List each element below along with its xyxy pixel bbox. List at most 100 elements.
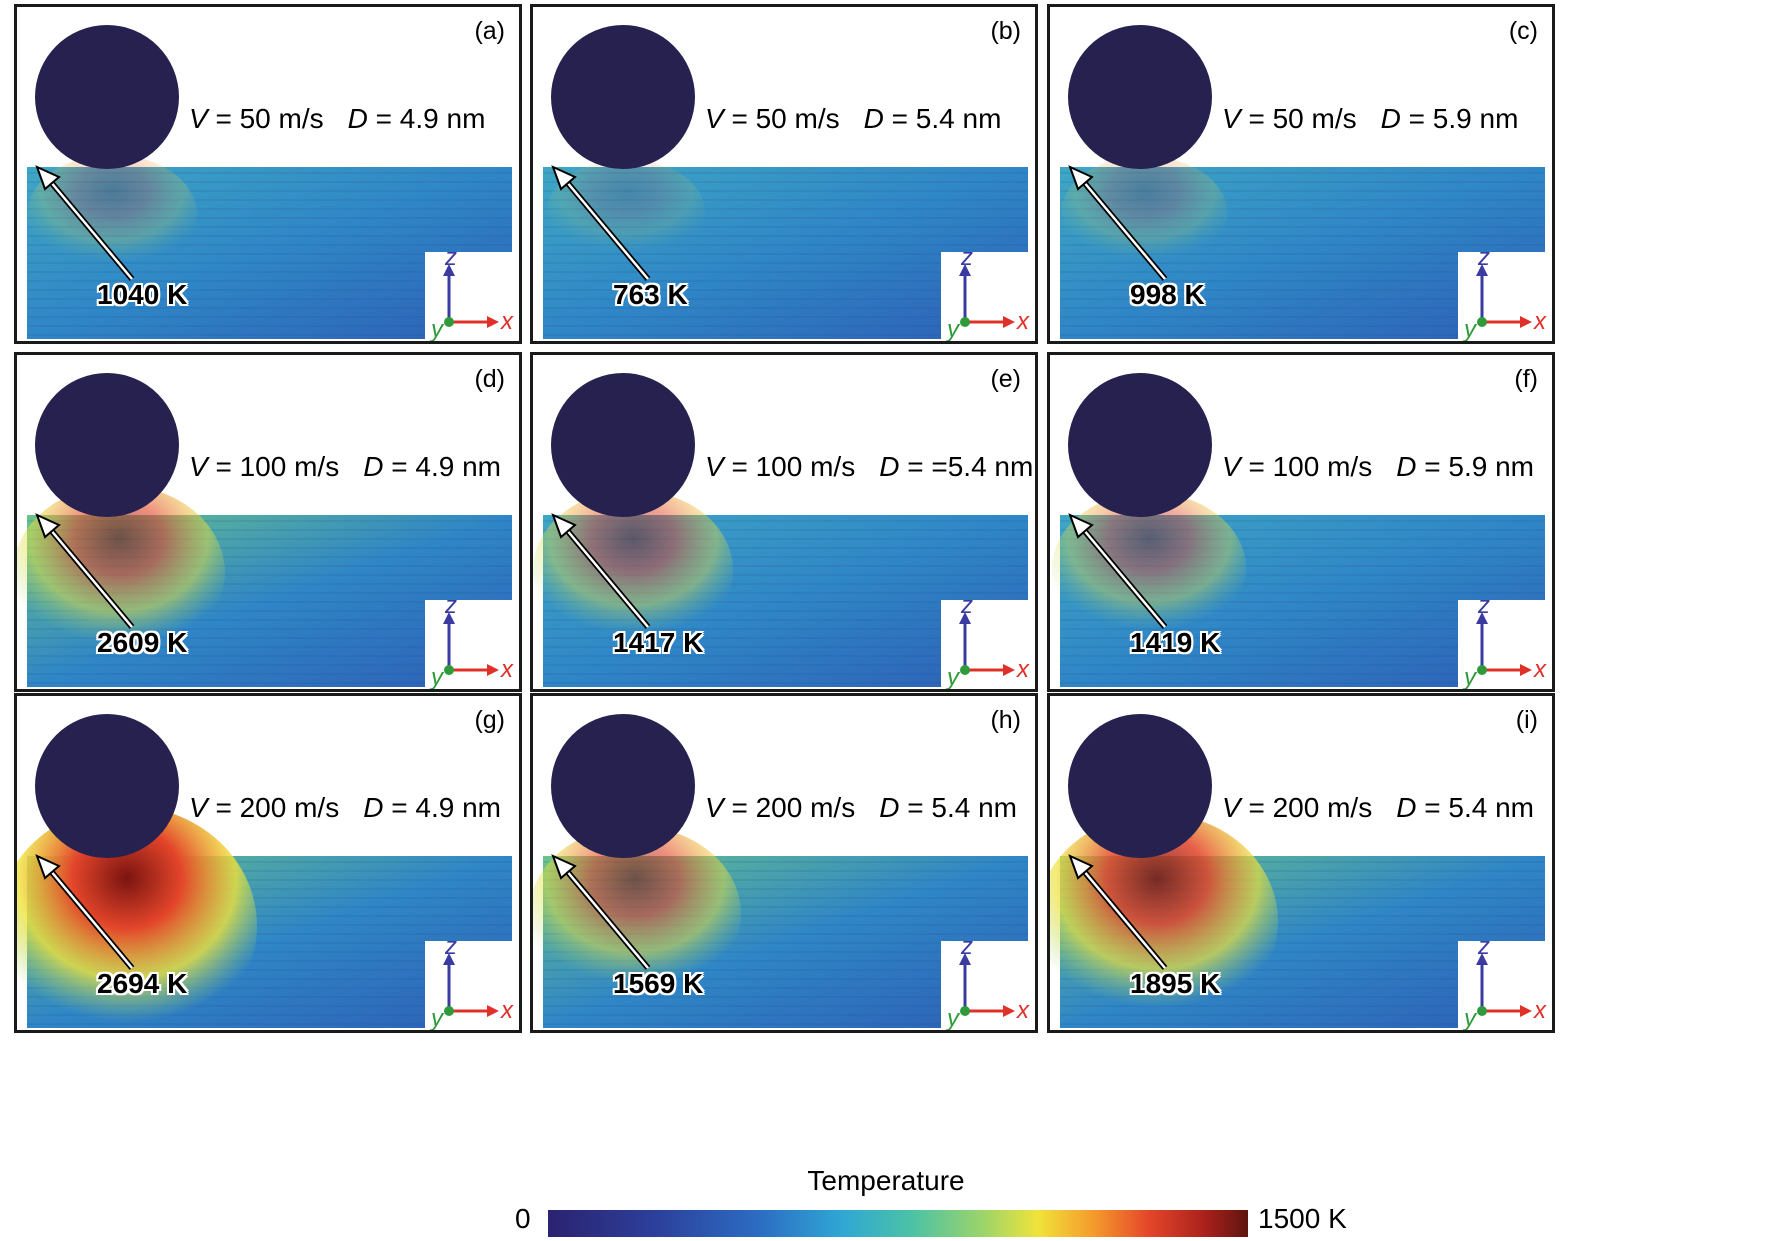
x-axis-label: x (1017, 308, 1029, 335)
diameter-symbol: D (363, 792, 384, 823)
equals-sign: = (207, 792, 240, 823)
peak-temperature-label: 1569 K (613, 968, 704, 999)
y-axis-label: y (431, 316, 443, 343)
tool-sphere (551, 373, 695, 517)
y-axis-label: y (1464, 1005, 1476, 1032)
equals-sign: = (883, 103, 916, 134)
y-axis-label: y (947, 664, 959, 691)
diameter-symbol: D (863, 103, 884, 134)
arrow-icon (551, 165, 577, 191)
equals-sign: = (1416, 451, 1449, 482)
diameter-value: 5.9 nm (1448, 451, 1534, 482)
diameter-value: 5.4 nm (915, 103, 1002, 134)
equals-sign: = (723, 792, 756, 823)
x-axis-label: x (1534, 308, 1546, 335)
panel-label: (h) (990, 706, 1021, 734)
simulation-parameters: V = 100 m/s D = 5.9 nm (1222, 451, 1534, 483)
peak-temperature-label: 1419 K (1130, 627, 1221, 658)
velocity-symbol: V (189, 451, 208, 482)
velocity-value: 200 m/s (1272, 792, 1373, 823)
panel-a: (a) V = 50 m/s D = 4.9 nm 1040 K z x y (14, 4, 522, 344)
arrow-icon (35, 513, 61, 539)
simulation-parameters: V = 50 m/s D = 5.9 nm (1222, 103, 1518, 135)
velocity-symbol: V (1222, 451, 1241, 482)
equals-sign: = (207, 451, 240, 482)
axes-triad: z x y (1458, 244, 1552, 341)
arrow-icon (551, 854, 577, 880)
peak-temperature-label: 1895 K (1130, 968, 1221, 999)
velocity-symbol: V (705, 451, 724, 482)
diameter-value: 5.4 nm (1448, 792, 1534, 823)
tool-sphere (35, 25, 179, 169)
axes-triad: z x y (1458, 592, 1552, 689)
x-axis-label: x (501, 308, 513, 335)
panel-label: (a) (474, 17, 505, 45)
colorbar-min-label: 0 (515, 1203, 531, 1234)
panel-c: (c) V = 50 m/s D = 5.9 nm 998 K z x y (1047, 4, 1555, 344)
simulation-parameters: V = 200 m/s D = 4.9 nm (189, 792, 501, 824)
velocity-symbol: V (705, 792, 724, 823)
z-axis-label: z (1478, 244, 1490, 271)
colorbar-title: Temperature (807, 1165, 965, 1196)
md-simulation-image (27, 25, 512, 339)
velocity-value: 200 m/s (239, 792, 340, 823)
heat-zone (17, 485, 225, 661)
heat-zone (1061, 156, 1228, 272)
equals-sign: = (383, 792, 416, 823)
tool-sphere (1068, 373, 1212, 517)
panel-label: (c) (1508, 17, 1538, 45)
diameter-value: 4.9 nm (415, 792, 501, 823)
tool-sphere (1068, 25, 1212, 169)
heat-zone (1052, 492, 1246, 645)
diameter-value: =5.4 nm (931, 451, 1034, 482)
equals-sign: = (367, 103, 400, 134)
peak-temperature-label: 2694 K (97, 968, 188, 999)
heat-zone (547, 159, 705, 264)
z-axis-label: z (445, 244, 457, 271)
md-simulation-image (533, 714, 1028, 1028)
velocity-symbol: V (705, 103, 724, 134)
velocity-value: 50 m/s (239, 103, 324, 134)
panel-label: (b) (990, 17, 1021, 45)
diameter-symbol: D (347, 103, 368, 134)
heat-zone (1050, 813, 1278, 1030)
panel-i: (i) V = 200 m/s D = 5.4 nm 1895 K z x y (1047, 693, 1555, 1033)
arrow-icon (35, 165, 61, 191)
equals-sign: = (1416, 792, 1449, 823)
peak-temperature-label: 763 K (613, 279, 688, 310)
z-axis-label: z (961, 244, 973, 271)
heat-zone (17, 806, 257, 1030)
velocity-value: 100 m/s (755, 451, 856, 482)
z-axis-label: z (1478, 933, 1490, 960)
axes-triad: z x y (425, 933, 519, 1030)
z-axis-label: z (1478, 592, 1490, 619)
simulation-parameters: V = 100 m/s D = 4.9 nm (189, 451, 501, 483)
x-axis-label: x (501, 656, 513, 683)
panel-label: (f) (1514, 365, 1538, 393)
axes-triad: z x y (425, 244, 519, 343)
velocity-symbol: V (189, 103, 208, 134)
x-axis-label: x (1017, 997, 1029, 1024)
panel-label: (d) (474, 365, 505, 393)
z-axis-label: z (445, 592, 457, 619)
velocity-value: 100 m/s (1272, 451, 1373, 482)
simulation-parameters: V = 200 m/s D = 5.4 nm (705, 792, 1017, 824)
diameter-value: 4.9 nm (399, 103, 486, 134)
equals-sign: = (1400, 103, 1433, 134)
diameter-value: 5.4 nm (931, 792, 1017, 823)
arrow-icon (1068, 854, 1094, 880)
y-axis-label: y (947, 1005, 959, 1032)
diameter-symbol: D (363, 451, 384, 482)
equals-sign: = (1240, 792, 1273, 823)
panel-label: (i) (1515, 706, 1538, 734)
velocity-value: 50 m/s (1272, 103, 1357, 134)
simulation-parameters: V = 50 m/s D = 4.9 nm (189, 103, 485, 135)
equals-sign: = (1240, 451, 1273, 482)
equals-sign: = (723, 103, 756, 134)
panel-label: (g) (474, 706, 505, 734)
colorbar-max-label: 1500 K (1258, 1203, 1347, 1234)
velocity-symbol: V (1222, 792, 1241, 823)
z-axis-label: z (445, 933, 457, 960)
simulation-parameters: V = 100 m/s D = =5.4 nm (705, 451, 1033, 483)
panel-g: (g) V = 200 m/s D = 4.9 nm 2694 K z x y (14, 693, 522, 1033)
